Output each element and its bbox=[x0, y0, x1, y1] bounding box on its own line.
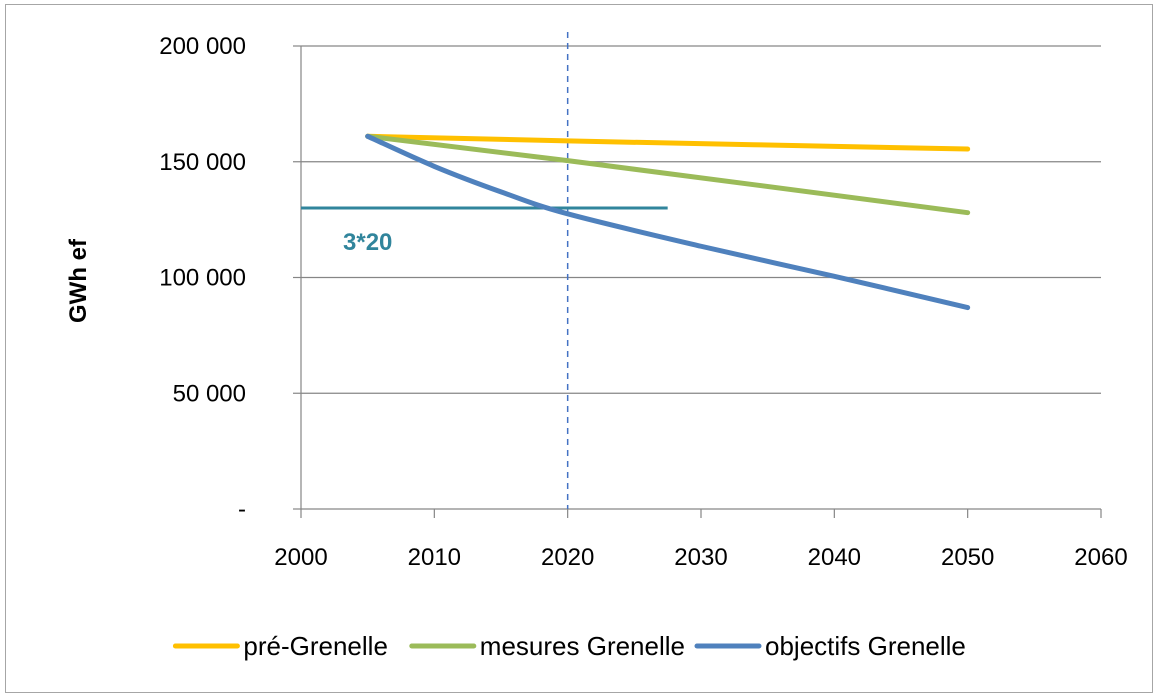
line-chart: 3*20 - 50 000 100 000 150 000 200 000 2000 201… bbox=[65, 32, 1128, 661]
series-line-mesures-grenelle bbox=[365, 133, 971, 216]
chart-frame: 3*20 - 50 000 100 000 150 000 200 000 2000 201… bbox=[5, 4, 1153, 693]
x-tick-label: 2000 bbox=[274, 544, 327, 571]
legend-label-pr-grenelle: pré-Grenelle bbox=[243, 631, 388, 661]
series-lines bbox=[365, 133, 971, 311]
gridlines bbox=[301, 45, 1101, 394]
series-line-objectifs-grenelle bbox=[365, 133, 971, 311]
y-tick-label: 50 000 bbox=[173, 380, 246, 407]
x-tick-label: 2010 bbox=[408, 544, 461, 571]
y-tick-label: 200 000 bbox=[159, 33, 246, 60]
reference-lines: 3*20 bbox=[301, 32, 668, 509]
legend: pré-Grenelle mesures Grenelle objectifs Gr… bbox=[172, 631, 966, 661]
x-tick-label: 2050 bbox=[941, 544, 994, 571]
x-tick-label: 2040 bbox=[808, 544, 861, 571]
y-tick-label: 100 000 bbox=[159, 265, 246, 292]
tick-labels: - 50 000 100 000 150 000 200 000 2000 2010 2020… bbox=[159, 33, 1127, 571]
reference-line-label: 3*20 bbox=[343, 229, 392, 256]
legend-label-mesures-grenelle: mesures Grenelle bbox=[480, 631, 685, 661]
y-axis-title: GWh ef bbox=[65, 238, 92, 323]
legend-label-objectifs-grenelle: objectifs Grenelle bbox=[765, 631, 966, 661]
x-tick-label: 2030 bbox=[674, 544, 727, 571]
series-line-pr-grenelle bbox=[365, 133, 971, 152]
axes bbox=[293, 45, 1102, 518]
y-tick-label: - bbox=[238, 496, 246, 523]
x-tick-label: 2060 bbox=[1074, 544, 1127, 571]
x-tick-label: 2020 bbox=[541, 544, 594, 571]
y-tick-label: 150 000 bbox=[159, 149, 246, 176]
